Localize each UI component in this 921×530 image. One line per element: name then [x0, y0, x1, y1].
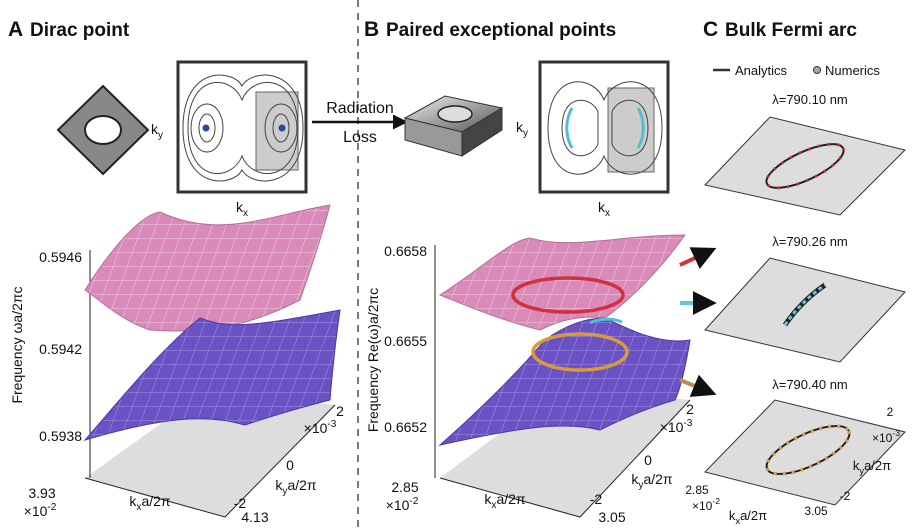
ky-axis-label: kya/2π: [853, 458, 891, 476]
label-rest: a/2π: [643, 471, 672, 487]
ky-tick-label: 0: [644, 452, 652, 468]
x-tick-label: 4.13: [241, 509, 268, 525]
legend-label: Analytics: [735, 63, 788, 78]
arrow-label: Loss: [343, 129, 377, 146]
inset-kx: kx: [598, 199, 610, 219]
x-axis-label: kxa/2π: [484, 491, 526, 511]
wavelength-label: λ=790.26 nm: [772, 234, 848, 249]
ky-tick-label: -2: [590, 491, 603, 507]
label-base: k: [516, 119, 524, 135]
label-base: k: [598, 199, 606, 215]
label-sub: y: [158, 130, 164, 141]
arrow-label: Radiation: [326, 100, 394, 117]
label-base: k: [484, 491, 492, 507]
panel-title: Dirac point: [30, 20, 130, 41]
y-tick-label: 0.5942: [39, 341, 82, 357]
wavelength-label: λ=790.10 nm: [772, 92, 848, 107]
label-base: k: [853, 458, 860, 473]
label-base: k: [129, 493, 137, 509]
panel-c-graphics: [679, 66, 906, 506]
label-rest: a/2π: [287, 477, 316, 493]
inset-ky: ky: [151, 121, 164, 141]
label-sup: -3: [327, 419, 336, 430]
panel-title: Bulk Fermi arc: [725, 20, 857, 41]
x-tick-label: 3.05: [598, 509, 625, 525]
label-rest: a/2π: [496, 491, 525, 507]
ky-tick-label: 2: [686, 401, 694, 417]
x-tick-label: 2.85: [685, 483, 709, 497]
inset-kx: kx: [236, 199, 248, 219]
ky-axis-label: kya/2π: [275, 477, 317, 497]
label-sub: y: [638, 480, 644, 491]
x-axis-label: kxa/2π: [729, 508, 767, 526]
panel-title: Paired exceptional points: [386, 20, 616, 41]
label-base: k: [151, 121, 159, 137]
label-rest: a/2π: [141, 493, 170, 509]
x-scale: ×10-2: [386, 496, 419, 513]
y-tick-label: 0.6655: [384, 333, 427, 349]
label-rest: a/2π: [864, 458, 891, 473]
ky-tick-label: 2: [887, 405, 894, 419]
y-axis-label: Frequency ωa/2πc: [9, 286, 25, 403]
panel-letter: B: [364, 18, 379, 41]
panel-a-graphics: [56, 60, 408, 518]
inset-ky: ky: [516, 119, 529, 139]
label-sub: y: [859, 466, 864, 476]
label-sup: -2: [47, 502, 56, 513]
label-sub: x: [136, 502, 141, 513]
label-sup: -2: [409, 496, 418, 507]
label-base: ×10: [872, 431, 893, 445]
y-tick-label: 0.6658: [384, 243, 427, 259]
label-rest: a/2π: [740, 508, 767, 523]
x-tick-label: 3.05: [804, 504, 828, 518]
panel-letter: A: [8, 18, 23, 41]
y-tick-label: 0.6652: [384, 419, 427, 435]
ky-scale: ×10-3: [660, 418, 693, 435]
panel-letter: C: [703, 18, 718, 41]
label-sub: x: [243, 208, 248, 219]
label-base: ×10: [304, 420, 328, 436]
wavelength-label: λ=790.40 nm: [772, 377, 848, 392]
label-sup: -3: [892, 428, 900, 438]
x-scale: ×10-2: [692, 496, 720, 513]
label-base: ×10: [386, 497, 410, 513]
ky-scale: ×10-3: [304, 419, 337, 436]
label-base: k: [236, 199, 244, 215]
ky-scale: ×10-3: [872, 428, 900, 445]
label-sub: y: [282, 486, 288, 497]
x-tick-label: 3.93: [28, 485, 55, 501]
ky-axis-label: kya/2π: [631, 471, 673, 491]
label-sup: -3: [683, 418, 692, 429]
label-sub: x: [605, 208, 610, 219]
y-tick-label: 0.5946: [39, 249, 82, 265]
ky-tick-label: 0: [286, 457, 294, 473]
panel-b-graphics: [403, 60, 691, 518]
label-base: ×10: [24, 503, 48, 519]
label-base: k: [275, 477, 283, 493]
label-sub: x: [491, 500, 496, 511]
label-base: ×10: [660, 419, 684, 435]
y-tick-label: 0.5938: [39, 428, 82, 444]
y-axis-label: Frequency Re(ω)a/2πc: [365, 288, 381, 432]
x-tick-label: 2.85: [391, 479, 418, 495]
label-base: ×10: [692, 499, 713, 513]
x-scale: ×10-2: [24, 502, 57, 519]
ky-tick-label: -2: [840, 489, 851, 503]
label-sub: x: [735, 516, 740, 526]
ky-tick-label: -2: [234, 495, 247, 511]
ky-tick-label: 2: [336, 403, 344, 419]
label-sup: -2: [712, 496, 720, 506]
x-axis-label: kxa/2π: [129, 493, 171, 513]
label-base: k: [729, 508, 736, 523]
legend-label: Numerics: [825, 63, 880, 78]
label-base: k: [631, 471, 639, 487]
label-sub: y: [523, 128, 529, 139]
